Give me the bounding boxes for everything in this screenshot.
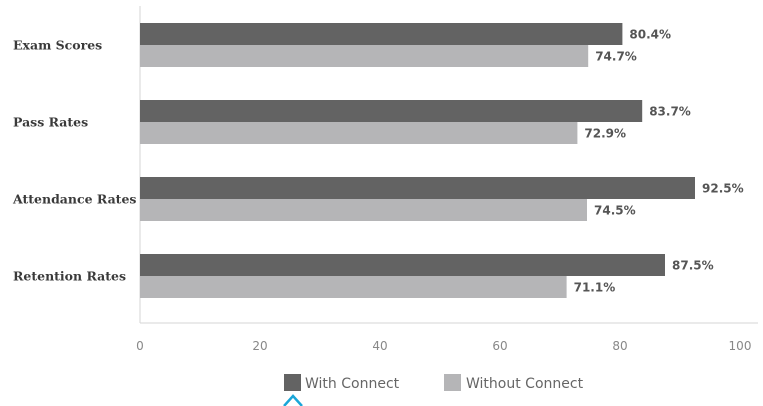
chevron-up-icon-shape [283, 394, 303, 406]
value-label: 92.5% [702, 182, 744, 196]
value-label: 87.5% [672, 259, 714, 273]
value-label: 80.4% [629, 28, 671, 42]
legend-label: With Connect [305, 376, 400, 392]
category-label: Attendance Rates [12, 192, 136, 207]
value-labels: 80.4% 74.7% 83.7% 72.9% 92.5% 74.5% 87.5% 71.1% [574, 28, 744, 295]
value-label: 83.7% [649, 105, 691, 119]
bar-with-connect [140, 100, 643, 122]
category-label: Retention Rates [13, 269, 126, 284]
chart-legend: With Connect Without Connect [284, 374, 584, 392]
x-tick-label: 100 [729, 339, 752, 353]
value-label: 74.7% [595, 50, 637, 64]
legend-swatch [284, 374, 301, 391]
value-label: 72.9% [584, 127, 626, 141]
bar-with-connect [140, 177, 695, 199]
chart-bars [140, 23, 695, 298]
category-label: Pass Rates [13, 115, 88, 130]
legend-label: Without Connect [466, 376, 584, 392]
x-tick-label: 20 [252, 339, 267, 353]
x-tick-label: 60 [492, 339, 507, 353]
value-label: 74.5% [594, 204, 636, 218]
category-labels: Exam Scores Pass Rates Attendance Rates Ret… [12, 38, 136, 284]
x-axis-ticks: 0 20 40 60 80 100 [136, 339, 751, 353]
x-tick-label: 80 [612, 339, 627, 353]
bar-without-connect [140, 45, 589, 67]
bar-without-connect [140, 276, 567, 298]
bar-without-connect [140, 122, 578, 144]
x-tick-label: 0 [136, 339, 144, 353]
bar-with-connect [140, 23, 623, 45]
value-label: 71.1% [574, 281, 616, 295]
legend-swatch [444, 374, 461, 391]
bar-with-connect [140, 254, 665, 276]
bar-without-connect [140, 199, 587, 221]
category-label: Exam Scores [13, 38, 102, 53]
chevron-up-icon [283, 394, 303, 406]
x-tick-label: 40 [372, 339, 387, 353]
